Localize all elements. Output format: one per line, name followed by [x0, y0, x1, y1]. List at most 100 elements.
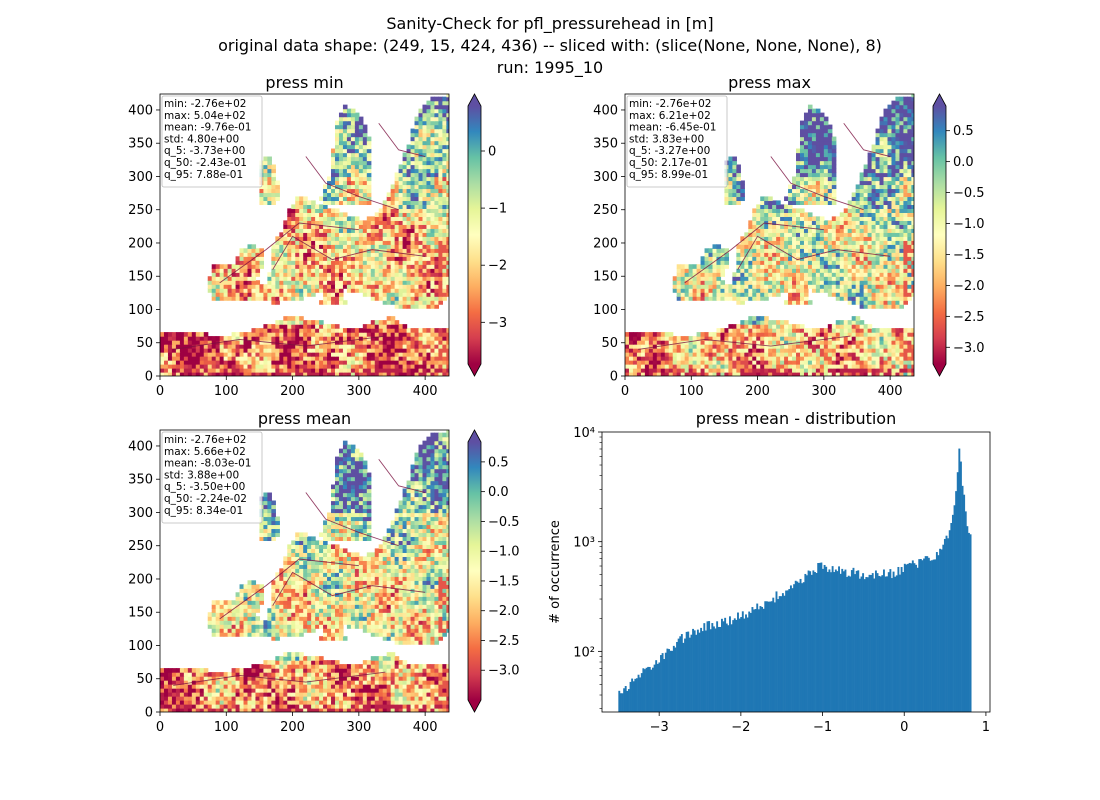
heatmap-cell [648, 340, 654, 345]
heatmap-cell [338, 264, 344, 269]
heatmap-cell [859, 276, 865, 281]
heatmap-cell [879, 292, 885, 297]
heatmap-cell [283, 364, 288, 369]
heatmap-cell [788, 368, 793, 373]
heatmap-cell [334, 260, 340, 265]
heatmap-cell [911, 240, 914, 245]
heatmap-cell [311, 340, 316, 345]
heatmap-cell [163, 336, 169, 341]
heatmap-cell [311, 320, 316, 325]
heatmap-cell [163, 332, 169, 337]
heatmap-cell [807, 352, 813, 357]
heatmap-cell [911, 364, 914, 369]
heatmap-cell [831, 352, 837, 357]
heatmap-cell [776, 240, 781, 245]
heatmap-cell [231, 268, 237, 273]
heatmap-cell [883, 296, 889, 301]
heatmap-cell [708, 344, 714, 349]
heatmap-cell [251, 264, 257, 269]
heatmap-cell [903, 220, 908, 225]
heatmap-cell [843, 256, 849, 261]
heatmap-cell [823, 268, 829, 273]
heatmap-cell [295, 256, 300, 261]
heatmap-cell [442, 284, 447, 289]
heatmap-cell [728, 336, 733, 341]
heatmap-cell [374, 244, 380, 249]
heatmap-cell [167, 340, 173, 345]
heatmap-cell [354, 284, 360, 289]
heatmap-cell [446, 108, 449, 114]
heatmap-cell [307, 332, 312, 337]
heatmap-cell [748, 280, 753, 285]
heatmap-cell [724, 296, 730, 301]
heatmap-cell [410, 264, 416, 269]
heatmap-cell [883, 360, 889, 365]
heatmap-cell [331, 368, 336, 373]
heatmap-cell [446, 152, 449, 158]
heatmap-cell [772, 356, 777, 361]
heatmap-cell [760, 204, 765, 209]
heatmap-cell [704, 292, 710, 297]
heatmap-cell [402, 236, 408, 241]
heatmap-cell [883, 328, 889, 333]
heatmap-cell [382, 340, 388, 345]
heatmap-cell [772, 360, 777, 365]
heatmap-cell [259, 356, 265, 361]
heatmap-cell [446, 184, 449, 190]
heatmap-cell [386, 200, 392, 206]
heatmap-cell [414, 276, 420, 281]
heatmap-cell [315, 360, 320, 365]
heatmap-cell [704, 360, 710, 365]
heatmap-cell [772, 324, 777, 329]
heatmap-cell [875, 256, 881, 261]
heatmap-cell [338, 144, 344, 150]
heatmap-cell [251, 340, 257, 345]
heatmap-cell [843, 320, 849, 325]
heatmap-cell [819, 368, 825, 373]
heatmap-cell [632, 360, 638, 365]
heatmap-cell [370, 220, 376, 225]
heatmap-cell [442, 96, 447, 102]
heatmap-cell [891, 332, 897, 337]
heatmap-cell [358, 232, 364, 237]
heatmap-cell [760, 240, 765, 245]
heatmap-cell [851, 252, 857, 257]
heatmap-cell [283, 344, 288, 349]
heatmap-cell [323, 212, 328, 217]
heatmap-cell [390, 184, 396, 190]
heatmap-cell [879, 208, 885, 213]
heatmap-cell [799, 232, 805, 237]
heatmap-cell [422, 120, 428, 126]
heatmap-cell [724, 332, 730, 337]
heatmap-cell [430, 180, 436, 186]
heatmap-cell [756, 288, 761, 293]
heatmap-cell [879, 332, 885, 337]
heatmap-cell [700, 348, 706, 353]
heatmap-cell [354, 128, 360, 134]
heatmap-cell [219, 348, 225, 353]
heatmap-cell [251, 344, 257, 349]
heatmap-cell [446, 340, 449, 345]
heatmap-cell [382, 216, 388, 221]
heatmap-cell [303, 204, 308, 209]
heatmap-cell [680, 292, 686, 297]
heatmap-cell [434, 336, 439, 341]
heatmap-cell [700, 368, 706, 373]
heatmap-cell [402, 208, 408, 213]
heatmap-cell [303, 356, 308, 361]
heatmap-cell [366, 172, 372, 178]
heatmap-cell [422, 152, 428, 158]
heatmap-cell [911, 336, 914, 341]
heatmap-cell [732, 292, 737, 297]
heatmap-cell [422, 272, 428, 277]
heatmap-cell [350, 240, 356, 245]
heatmap-cell [338, 296, 344, 301]
heatmap-cell [207, 344, 213, 349]
heatmap-cell [628, 340, 634, 345]
heatmap-cell [831, 360, 837, 365]
heatmap-cell [724, 340, 730, 345]
heatmap-cell [855, 280, 861, 285]
heatmap-cell [823, 188, 829, 194]
heatmap-cell [752, 348, 757, 353]
heatmap-cell [207, 364, 213, 369]
